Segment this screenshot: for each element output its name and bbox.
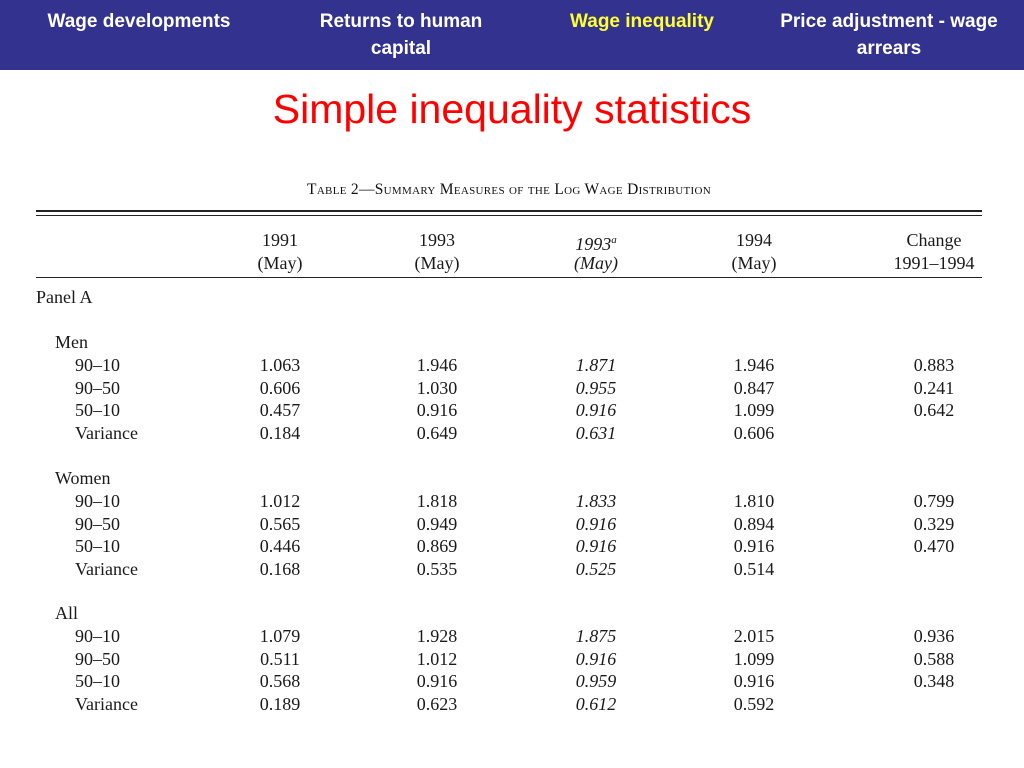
- table-cell: 0.649: [416, 423, 458, 444]
- row-label: 90–50: [75, 513, 120, 534]
- table-cell: 0.457: [259, 400, 301, 421]
- column-header-line2: (May): [731, 253, 777, 273]
- table-cell: 0.511: [260, 648, 300, 669]
- table-cell: 0.631: [575, 423, 617, 444]
- table-cell: 0.470: [913, 536, 955, 557]
- table-cell: 0.799: [913, 491, 955, 511]
- table-cell: 0.883: [913, 355, 955, 375]
- table-cell: 0.642: [913, 400, 955, 421]
- table-cell: 1.099: [733, 648, 775, 669]
- table-top-rule-second: [36, 215, 982, 216]
- table-cell: 0.565: [259, 513, 301, 534]
- table-cell: 1.079: [259, 626, 301, 646]
- table-cell: 0.606: [733, 423, 775, 444]
- panel-label: Panel A: [36, 287, 93, 307]
- table-cell: 0.612: [575, 694, 617, 715]
- table-cell: 1.099: [733, 400, 775, 421]
- table-cell: 0.588: [913, 648, 955, 669]
- table-cell: 0.916: [575, 513, 617, 534]
- table-cell: 0.189: [259, 694, 301, 715]
- table-cell: 0.916: [575, 536, 617, 557]
- table-cell: 1.012: [259, 491, 301, 511]
- group-label: All: [55, 603, 79, 623]
- nav-tab-wage-inequality[interactable]: Wage inequality: [570, 11, 714, 32]
- row-label: 50–10: [75, 400, 120, 421]
- table-cell: 1.875: [575, 626, 617, 646]
- row-label: 90–50: [75, 377, 120, 398]
- nav-tab-returns-to-human-capital[interactable]: Returns to human capital: [319, 11, 483, 59]
- table-cell: 1.063: [259, 355, 301, 375]
- table-cell: 1.928: [416, 626, 458, 646]
- group-label: Women: [55, 468, 111, 488]
- row-label: Variance: [75, 559, 138, 580]
- column-header-line2: (May): [414, 253, 460, 273]
- table-cell: 0.184: [259, 423, 301, 444]
- table-cell: 0.916: [733, 536, 775, 557]
- row-label: 90–50: [75, 648, 120, 669]
- table-cell: 0.916: [416, 671, 458, 692]
- column-header-line1: 1993a: [575, 234, 617, 254]
- table-cell: 0.894: [733, 513, 775, 534]
- table-cell: 0.592: [733, 694, 775, 715]
- row-label: 90–10: [75, 355, 120, 375]
- column-header-line2: 1991–1994: [893, 253, 975, 273]
- column-header-line1: 1991: [262, 230, 298, 250]
- table-cell: 1.946: [416, 355, 458, 375]
- table-cell: 0.936: [913, 626, 955, 646]
- column-header-footnote-mark: a: [611, 234, 617, 246]
- nav-tab-wage-developments[interactable]: Wage developments: [47, 11, 231, 32]
- table-cell: 0.606: [259, 377, 301, 398]
- table-cell: 0.955: [575, 377, 617, 398]
- table-cell: 1.833: [575, 491, 617, 511]
- table-cell: 0.623: [416, 694, 458, 715]
- nav-tab-price-adjustment[interactable]: Price adjustment - wage arrears: [780, 11, 998, 59]
- table-cell: 0.514: [733, 559, 775, 580]
- table-cell: 0.916: [733, 671, 775, 692]
- table-cell: 0.916: [575, 400, 617, 421]
- table-cell: 0.446: [259, 536, 301, 557]
- table-cell: 1.030: [416, 377, 458, 398]
- column-header-line1: 1993: [419, 230, 455, 250]
- row-label: Variance: [75, 694, 138, 715]
- table-cell: 1.012: [416, 648, 458, 669]
- table-cell: 1.810: [733, 491, 775, 511]
- table-cell: 0.916: [416, 400, 458, 421]
- row-label: Variance: [75, 423, 138, 444]
- row-label: 90–10: [75, 626, 120, 646]
- slide-title: Simple inequality statistics: [272, 86, 752, 132]
- table-cell: 0.168: [259, 559, 301, 580]
- table-cell: 0.949: [416, 513, 458, 534]
- group-label: Men: [55, 332, 88, 352]
- column-header-line2: (May): [257, 253, 303, 273]
- table-top-rule: [36, 210, 982, 212]
- table-cell: 1.818: [416, 491, 458, 511]
- table-cell: 2.015: [733, 626, 775, 646]
- table-cell: 0.959: [575, 671, 617, 692]
- table-cell: 0.329: [913, 513, 955, 534]
- row-label: 90–10: [75, 491, 120, 511]
- table-cell: 0.241: [913, 377, 955, 398]
- table-cell: 0.348: [913, 671, 955, 692]
- table-cell: 1.871: [575, 355, 617, 375]
- column-header-line2: (May): [574, 253, 618, 273]
- table-header-rule: [36, 277, 982, 278]
- table-cell: 0.916: [575, 648, 617, 669]
- table-caption: Table 2—Summary Measures of the Log Wage…: [307, 181, 711, 198]
- top-nav-bar: Wage developments Returns to human capit…: [0, 0, 1024, 70]
- table-cell: 0.525: [575, 559, 617, 580]
- table-cell: 0.869: [416, 536, 458, 557]
- table-cell: 0.847: [733, 377, 775, 398]
- column-header-line1: Change: [906, 230, 962, 250]
- table-cell: 0.568: [259, 671, 301, 692]
- row-label: 50–10: [75, 536, 120, 557]
- table-cell: 1.946: [733, 355, 775, 375]
- row-label: 50–10: [75, 671, 120, 692]
- table-cell: 0.535: [416, 559, 458, 580]
- column-header-line1: 1994: [736, 230, 772, 250]
